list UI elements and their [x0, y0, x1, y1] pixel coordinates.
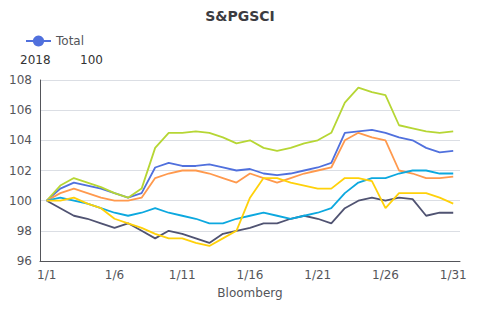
svg-text:96: 96 — [17, 254, 32, 268]
svg-text:106: 106 — [9, 103, 32, 117]
svg-text:2018: 2018 — [20, 53, 51, 67]
svg-text:1/1: 1/1 — [37, 268, 56, 282]
svg-text:100: 100 — [80, 53, 103, 67]
svg-text:S&PGSCI: S&PGSCI — [205, 8, 275, 24]
svg-text:102: 102 — [9, 164, 32, 178]
svg-text:1/21: 1/21 — [304, 268, 331, 282]
svg-text:Total: Total — [55, 34, 84, 48]
svg-text:1/6: 1/6 — [105, 268, 124, 282]
svg-text:108: 108 — [9, 73, 32, 87]
svg-text:104: 104 — [9, 133, 32, 147]
svg-text:1/26: 1/26 — [372, 268, 399, 282]
svg-text:100: 100 — [9, 194, 32, 208]
svg-text:98: 98 — [17, 224, 32, 238]
svg-text:1/16: 1/16 — [237, 268, 264, 282]
svg-text:Bloomberg: Bloomberg — [217, 286, 282, 300]
svg-text:1/31: 1/31 — [440, 268, 467, 282]
svg-text:1/11: 1/11 — [169, 268, 196, 282]
